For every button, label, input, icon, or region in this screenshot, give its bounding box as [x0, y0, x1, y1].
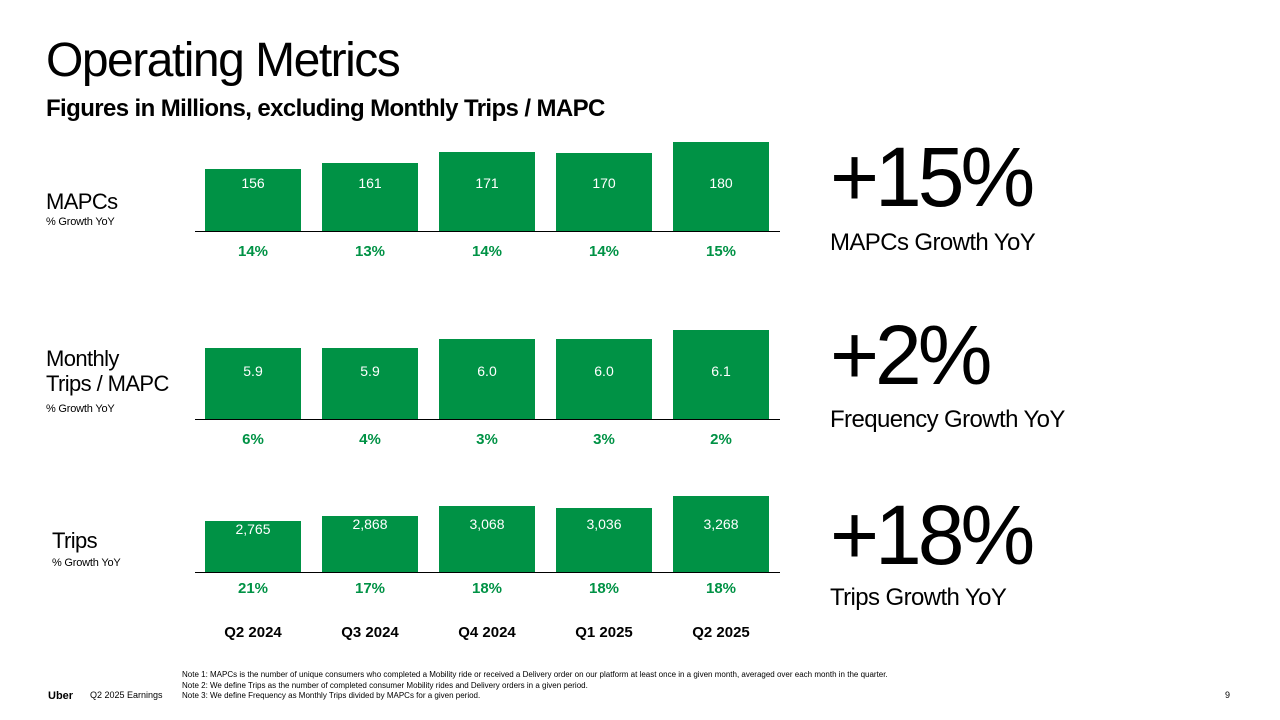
row-sublabel-trips: % Growth YoY — [52, 557, 121, 569]
baseline-trips — [195, 572, 780, 573]
bar-value-label: 5.9 — [360, 363, 380, 379]
bar-trips-q4-2024: 3,068 — [439, 505, 535, 572]
bar-value-label: 171 — [475, 175, 499, 192]
growth-label-trips: 21% — [237, 580, 269, 597]
bar-mapcs-q1-2025: 170 — [556, 153, 652, 231]
headline-label-frequency: Frequency Growth YoY — [830, 406, 1065, 433]
bar-value-label: 2,868 — [352, 515, 388, 532]
growth-label-mapcs: 15% — [705, 243, 737, 260]
bar-value-label: 6.0 — [477, 363, 497, 379]
page-number: 9 — [1224, 690, 1230, 700]
bar-trips-q2-2025: 3,268 — [673, 496, 769, 572]
row-sublabel-mapcs: % Growth YoY — [46, 216, 115, 228]
footnote-3: Note 3: We define Frequency as Monthly T… — [182, 691, 481, 700]
growth-label-trips: 18% — [705, 580, 737, 597]
bar-frequency-q4-2024: 6.0 — [439, 339, 535, 419]
bar-mapcs-q2-2024: 156 — [205, 169, 301, 231]
bar-value-label: 180 — [709, 175, 733, 191]
growth-label-frequency: 6% — [242, 431, 264, 448]
row-sublabel-frequency: % Growth YoY — [46, 403, 115, 415]
page-title: Operating Metrics — [46, 34, 401, 87]
x-tick-label: Q2 2024 — [224, 624, 282, 641]
bar-frequency-q1-2025: 6.0 — [556, 339, 652, 419]
growth-label-trips: 18% — [471, 580, 503, 597]
bar-value-label: 3,068 — [469, 515, 505, 532]
footnote-1: Note 1: MAPCs is the number of unique co… — [182, 670, 888, 679]
bar-frequency-q3-2024: 5.9 — [322, 348, 418, 419]
growth-label-frequency: 2% — [710, 431, 732, 448]
bar-value-label: 156 — [241, 175, 265, 191]
x-tick-label: Q4 2024 — [458, 624, 516, 641]
x-tick-label: Q1 2025 — [575, 624, 633, 641]
row-label-frequency-line2: Trips / MAPC — [46, 371, 169, 396]
bar-value-label: 3,268 — [703, 516, 739, 532]
bar-frequency-q2-2025: 6.1 — [673, 330, 769, 419]
growth-label-mapcs: 14% — [588, 243, 620, 260]
bar-mapcs-q4-2024: 171 — [439, 152, 535, 231]
growth-label-mapcs: 14% — [471, 243, 503, 260]
footer-deck-name: Q2 2025 Earnings — [90, 690, 163, 700]
growth-label-frequency: 3% — [593, 431, 615, 448]
headline-label-mapcs: MAPCs Growth YoY — [830, 229, 1036, 256]
bar-mapcs-q2-2025: 180 — [673, 142, 769, 231]
footnote-2: Note 2: We define Trips as the number of… — [182, 680, 588, 690]
x-tick-label: Q3 2024 — [341, 624, 399, 641]
headline-trips-growth: +18% — [830, 488, 1035, 582]
bar-mapcs-q3-2024: 161 — [322, 163, 418, 231]
row-label-mapcs: MAPCs — [46, 189, 118, 214]
bar-trips-q1-2025: 3,036 — [556, 507, 652, 572]
baseline-frequency — [195, 419, 780, 420]
row-label-trips: Trips — [52, 528, 98, 553]
x-tick-label: Q2 2025 — [692, 624, 750, 641]
row-label-frequency-line1: Monthly — [46, 346, 119, 371]
bar-value-label: 2,765 — [235, 521, 271, 537]
headline-label-trips: Trips Growth YoY — [830, 584, 1007, 611]
growth-label-trips: 17% — [354, 580, 386, 597]
bar-value-label: 3,036 — [586, 515, 622, 532]
bar-value-label: 6.0 — [594, 363, 614, 379]
growth-label-frequency: 3% — [476, 431, 498, 448]
baseline-mapcs — [195, 231, 780, 232]
bar-value-label: 170 — [592, 175, 616, 192]
headline-frequency-growth: +2% — [830, 308, 992, 402]
bar-trips-q2-2024: 2,765 — [205, 521, 301, 572]
bar-value-label: 6.1 — [711, 363, 731, 379]
bar-trips-q3-2024: 2,868 — [322, 515, 418, 572]
bar-frequency-q2-2024: 5.9 — [205, 348, 301, 419]
growth-label-mapcs: 14% — [237, 243, 269, 260]
growth-label-mapcs: 13% — [354, 243, 386, 260]
bar-value-label: 5.9 — [243, 363, 263, 379]
footnotes: Note 1: MAPCs is the number of unique co… — [182, 670, 888, 702]
growth-label-trips: 18% — [588, 580, 620, 597]
bar-value-label: 161 — [358, 175, 382, 192]
growth-label-frequency: 4% — [359, 431, 381, 448]
page-subtitle: Figures in Millions, excluding Monthly T… — [46, 95, 605, 122]
footer-brand: Uber — [48, 690, 74, 702]
headline-mapcs-growth: +15% — [830, 130, 1035, 224]
